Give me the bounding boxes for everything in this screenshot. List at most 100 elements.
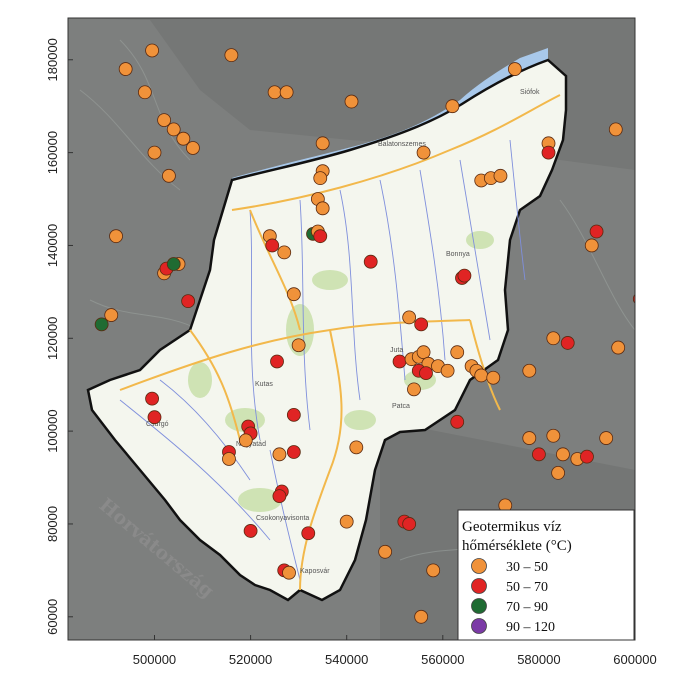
y-tick-label: 120000 — [45, 317, 60, 360]
well-point — [47, 104, 60, 117]
well-point — [486, 370, 501, 385]
well-point — [272, 447, 287, 462]
legend-box — [457, 509, 635, 641]
well-point — [551, 465, 566, 480]
well-point — [522, 363, 537, 378]
y-tick-label: 60000 — [45, 599, 60, 635]
x-tick-label: 500000 — [133, 652, 176, 667]
well-point — [522, 431, 537, 445]
well-point — [349, 440, 364, 455]
x-axis: 500000 520000 540000 560000 580000 600000 — [133, 635, 657, 667]
well-point — [118, 62, 133, 76]
rivers — [119, 139, 526, 581]
well-point — [109, 229, 123, 244]
legend-label: 30 – 50 — [506, 560, 548, 575]
well-point — [580, 449, 594, 464]
well-point — [507, 62, 522, 76]
well-point — [450, 414, 465, 429]
x-tick-label: 520000 — [229, 652, 272, 667]
y-tick-label: 180000 — [45, 38, 60, 81]
well-point — [531, 447, 546, 462]
well-point — [560, 336, 575, 350]
well-point — [145, 43, 159, 58]
place-label: Kutas — [255, 381, 273, 388]
legend-marker — [471, 618, 487, 634]
well-point — [286, 407, 301, 422]
well-point — [272, 489, 287, 504]
well-point — [541, 145, 556, 160]
well-point — [378, 544, 393, 559]
well-point — [166, 257, 181, 271]
well-point — [556, 447, 570, 462]
well-point — [416, 345, 431, 360]
place-label: Bonnya — [446, 251, 470, 258]
well-point — [94, 317, 109, 332]
well-point — [286, 445, 301, 459]
well-point — [440, 363, 455, 378]
well-points — [28, 43, 635, 624]
legend: Geotermikus víz hőmérséklete (°C) 30 – 5… — [457, 509, 635, 641]
well-point — [186, 141, 200, 155]
legend-title-line1: Geotermikus víz — [462, 519, 562, 535]
well-point — [28, 95, 41, 108]
place-label: Kaposvár — [300, 568, 330, 575]
well-point — [265, 238, 280, 253]
y-tick-label: 160000 — [45, 131, 60, 174]
well-point — [224, 48, 239, 63]
well-point — [546, 331, 561, 346]
well-point — [267, 85, 282, 100]
x-tick-label: 580000 — [517, 652, 560, 667]
well-point — [222, 452, 236, 466]
well-point — [147, 145, 162, 160]
well-point — [291, 338, 306, 353]
well-point — [166, 122, 181, 137]
well-point — [546, 428, 561, 443]
well-point — [301, 526, 316, 541]
well-point — [238, 433, 253, 448]
legend-marker — [471, 598, 487, 614]
well-point — [363, 254, 378, 269]
well-point — [315, 136, 330, 151]
well-point — [457, 268, 472, 283]
legend-marker — [471, 558, 487, 574]
place-label: Balatonszemes — [378, 141, 426, 148]
well-point — [279, 85, 294, 100]
y-tick-label: 100000 — [45, 409, 60, 452]
well-point — [450, 345, 465, 360]
well-point — [162, 168, 176, 183]
well-point — [137, 85, 152, 100]
well-point — [584, 238, 599, 253]
well-point — [313, 229, 328, 244]
place-label: Patca — [392, 403, 410, 410]
well-point — [145, 391, 159, 406]
place-label: Csurgó — [146, 421, 169, 428]
legend-marker — [471, 578, 487, 594]
well-point — [419, 366, 433, 380]
well-point — [426, 563, 441, 578]
well-point — [181, 294, 196, 309]
place-label: Siófok — [520, 89, 540, 96]
well-point — [176, 131, 191, 146]
well-point — [414, 317, 429, 332]
well-point — [344, 94, 359, 109]
well-point — [402, 310, 417, 325]
x-tick-label: 540000 — [325, 652, 368, 667]
map-frame — [67, 17, 636, 641]
y-tick-label: 80000 — [45, 506, 60, 542]
x-tick-label: 560000 — [421, 652, 464, 667]
well-point — [416, 145, 431, 160]
well-point — [599, 431, 614, 445]
well-point — [277, 245, 292, 260]
well-point — [313, 171, 328, 186]
well-point — [608, 122, 623, 137]
well-point — [589, 224, 604, 239]
well-point — [104, 308, 119, 322]
y-tick-label: 140000 — [45, 224, 60, 267]
well-point — [493, 168, 508, 183]
x-tick-label: 600000 — [613, 652, 656, 667]
legend-label: 50 – 70 — [506, 580, 548, 595]
well-point — [402, 517, 417, 531]
well-point — [339, 514, 354, 529]
well-point — [147, 410, 162, 425]
